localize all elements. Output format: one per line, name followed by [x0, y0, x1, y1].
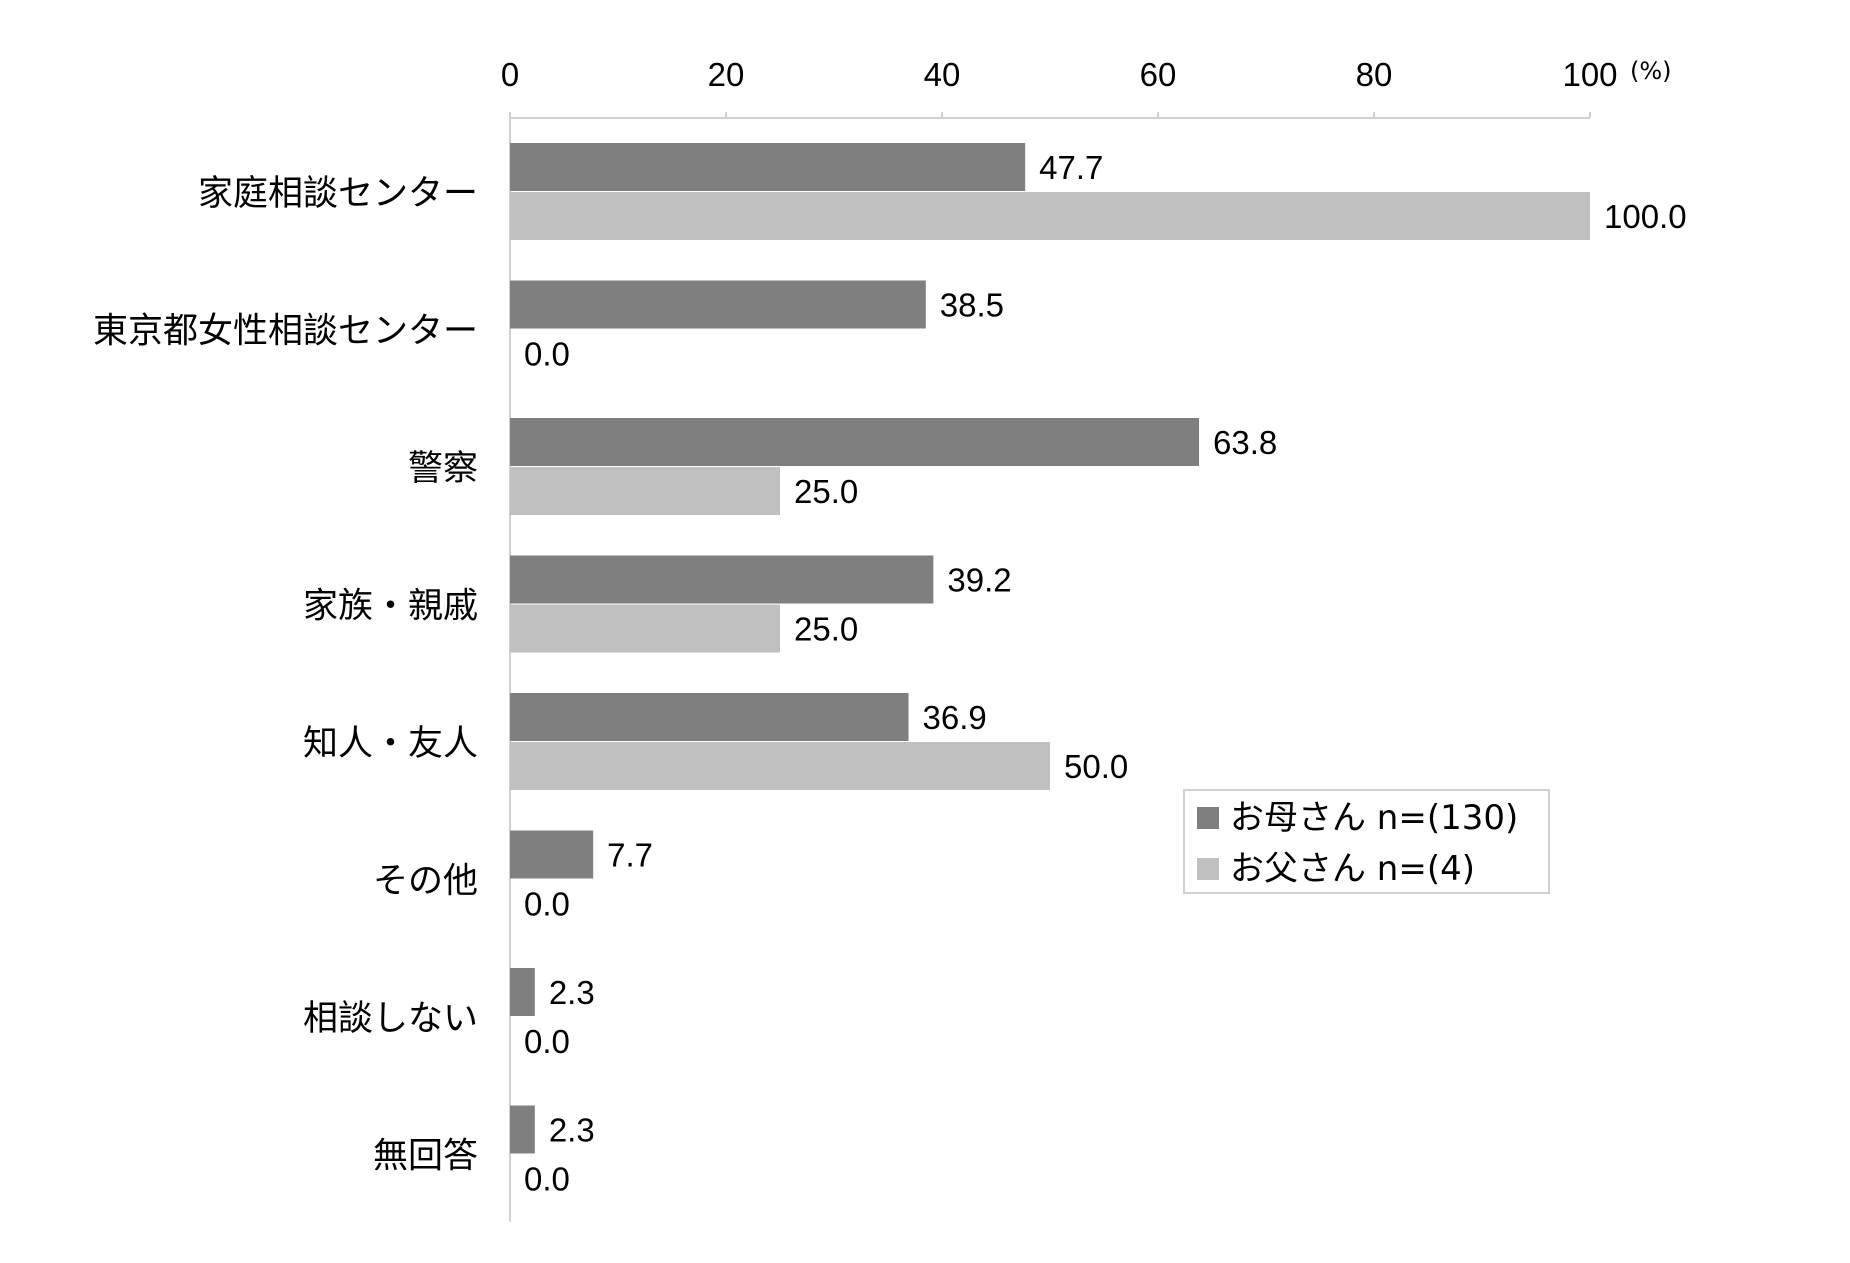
data-label: 50.0 — [1064, 748, 1128, 785]
data-label: 38.5 — [940, 287, 1004, 324]
legend-swatch-mother — [1197, 807, 1219, 829]
category-label: 無回答 — [373, 1137, 478, 1177]
data-label: 0.0 — [524, 1161, 570, 1198]
category-label: 知人・友人 — [303, 724, 478, 764]
data-label: 25.0 — [794, 473, 858, 510]
category-label: 警察 — [408, 449, 478, 489]
data-label: 25.0 — [794, 611, 858, 648]
category-label: 相談しない — [303, 999, 478, 1039]
category-label: 東京都女性相談センター — [93, 312, 478, 352]
label-layer: 家庭相談センター 47.7 100.0 東京都女性相談センター 38.5 0.0 警察 63.… — [93, 149, 1687, 1198]
x-tick-label: 60 — [1140, 56, 1177, 93]
legend-swatch-father — [1197, 858, 1219, 880]
bar-father — [510, 192, 1590, 240]
x-tick-label: 80 — [1356, 56, 1393, 93]
legend: お母さん n=(130) お父さん n=(4) — [1183, 789, 1550, 894]
data-label: 36.9 — [923, 699, 987, 736]
category-label: 家族・親戚 — [303, 587, 478, 627]
bar-mother — [510, 830, 594, 879]
bar-mother — [510, 555, 934, 604]
x-tick-label: 40 — [924, 56, 961, 93]
bar-layer — [510, 143, 1590, 1154]
legend-label-mother: お母さん n=(130) — [1230, 798, 1518, 838]
data-label: 2.3 — [549, 974, 595, 1011]
data-label: 0.0 — [524, 1023, 570, 1060]
data-label: 2.3 — [549, 1112, 595, 1149]
bar-mother — [510, 1105, 535, 1154]
x-tick-label: 100 — [1562, 56, 1617, 93]
bar-father — [510, 467, 780, 515]
bar-mother — [510, 968, 535, 1016]
x-tick-label: 20 — [708, 56, 745, 93]
x-tick-label: 0 — [501, 56, 519, 93]
bar-mother — [510, 693, 909, 741]
data-label: 0.0 — [524, 336, 570, 373]
category-label: 家庭相談センター — [198, 174, 478, 214]
data-label: 63.8 — [1213, 424, 1277, 461]
data-label: 47.7 — [1039, 149, 1103, 186]
data-label: 100.0 — [1604, 198, 1687, 235]
bar-mother — [510, 280, 926, 329]
bar-father — [510, 742, 1050, 790]
legend-label-father: お父さん n=(4) — [1230, 849, 1475, 889]
legend-box — [1183, 789, 1550, 894]
bar-father — [510, 604, 780, 653]
bar-mother — [510, 143, 1026, 191]
data-label: 39.2 — [947, 562, 1011, 599]
category-label: その他 — [373, 862, 478, 902]
bar-mother — [510, 418, 1200, 466]
data-label: 0.0 — [524, 886, 570, 923]
x-axis-unit-label: (%) — [1630, 57, 1672, 85]
data-label: 7.7 — [607, 837, 653, 874]
